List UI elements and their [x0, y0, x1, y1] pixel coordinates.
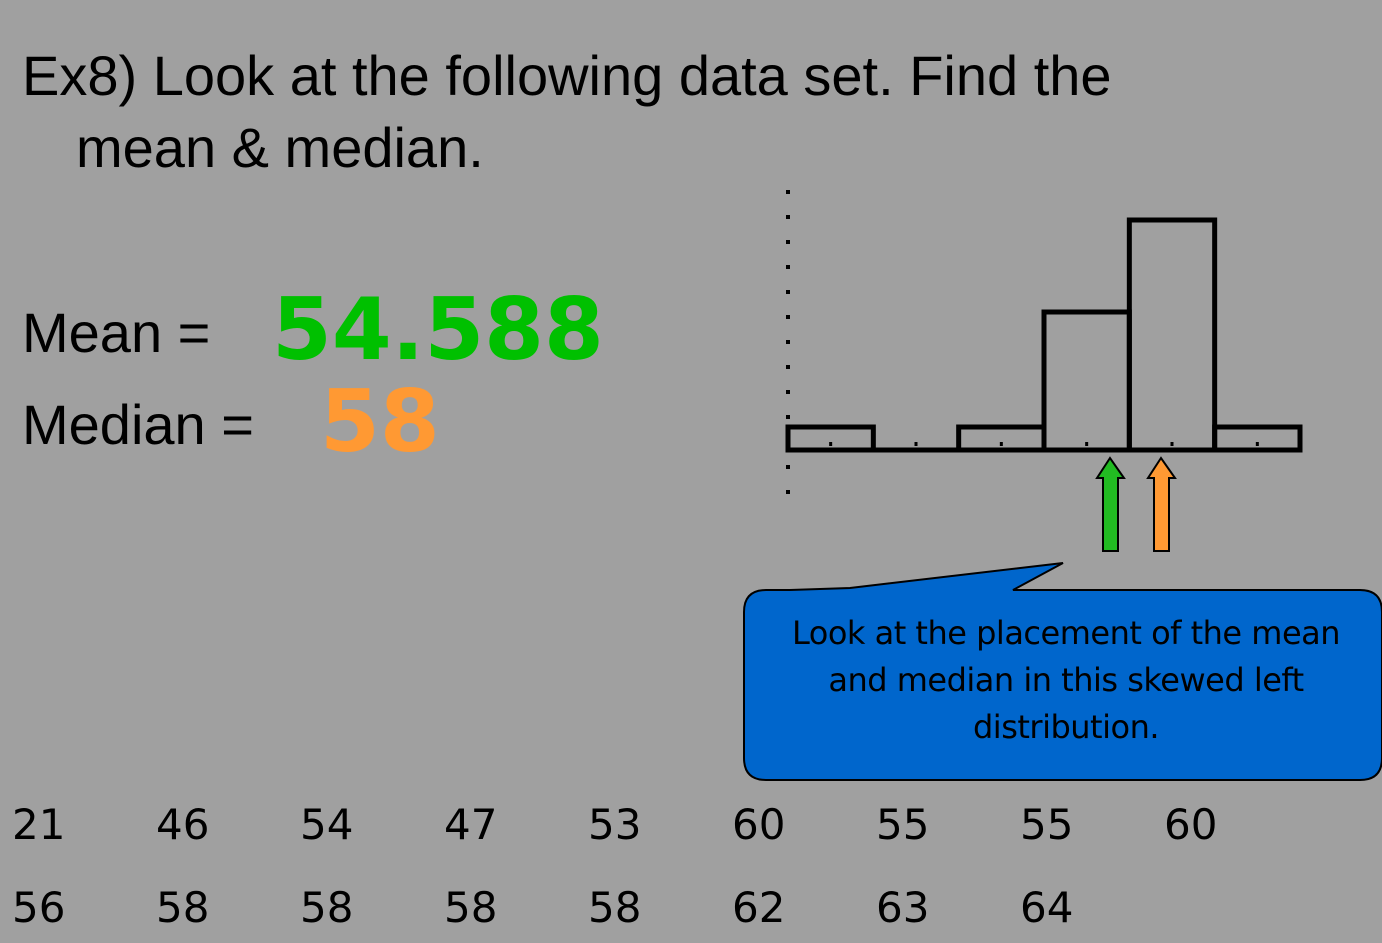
- data-value: 62: [732, 883, 786, 932]
- tick-mark: [1085, 442, 1089, 446]
- title-line: Ex8) Look at the following data set. Fin…: [22, 44, 1112, 107]
- title-line: mean & median.: [76, 116, 484, 179]
- bar: [956, 424, 1047, 453]
- bar: [785, 424, 876, 453]
- data-value: 64: [1020, 883, 1074, 932]
- mean-label: Mean =: [22, 301, 211, 364]
- data-value: 58: [588, 883, 642, 932]
- median-label: Median =: [22, 393, 254, 456]
- mean-arrow: [1095, 456, 1126, 552]
- title: Ex8) Look at the following data set. Fin…: [22, 40, 1342, 184]
- data-value: 63: [876, 883, 930, 932]
- data-value: 55: [1020, 800, 1074, 849]
- tick-mark: [914, 442, 918, 446]
- bar: [1212, 424, 1303, 453]
- bar: [1041, 309, 1132, 453]
- callout-box: [743, 562, 1382, 781]
- data-value: 60: [1164, 800, 1218, 849]
- data-value: 58: [444, 883, 498, 932]
- median-arrow: [1146, 456, 1177, 552]
- callout-text: Look at the placement of the mean and me…: [791, 614, 1341, 746]
- mean-value: 54.588: [272, 280, 604, 380]
- tick-mark: [1170, 442, 1174, 446]
- tick-mark: [829, 442, 833, 446]
- data-value: 56: [12, 883, 66, 932]
- data-value: 46: [156, 800, 210, 849]
- tick-mark: [1255, 442, 1259, 446]
- bar: [1126, 217, 1218, 453]
- data-value: 58: [156, 883, 210, 932]
- data-value: 47: [444, 800, 498, 849]
- data-value: 58: [300, 883, 354, 932]
- data-value: 53: [588, 800, 642, 849]
- data-value: 60: [732, 800, 786, 849]
- median-value: 58: [320, 372, 440, 472]
- tick-mark: [999, 442, 1003, 446]
- data-value: 54: [300, 800, 354, 849]
- data-value: 21: [12, 800, 66, 849]
- data-value: 55: [876, 800, 930, 849]
